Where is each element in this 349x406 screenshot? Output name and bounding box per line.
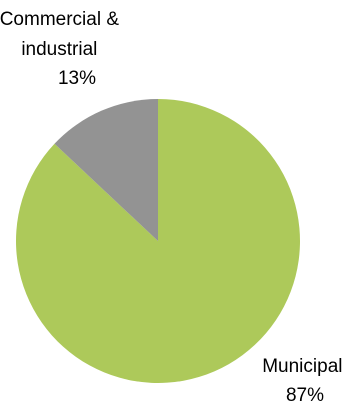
label-municipal-line-1: Municipal <box>262 356 342 377</box>
slice-commercial-industrial <box>54 99 158 241</box>
label-commercial-industrial: Commercial & industrial 13% <box>0 9 124 89</box>
pie-slices <box>15 99 300 383</box>
label-commercial-industrial-percent: 13% <box>58 68 96 89</box>
label-commercial-industrial-line-1: Commercial & <box>0 9 119 30</box>
slice-municipal <box>15 99 300 383</box>
label-municipal: Municipal 87% <box>262 356 348 406</box>
label-commercial-industrial-line-2: industrial <box>21 39 97 60</box>
label-municipal-percent: 87% <box>286 385 324 406</box>
